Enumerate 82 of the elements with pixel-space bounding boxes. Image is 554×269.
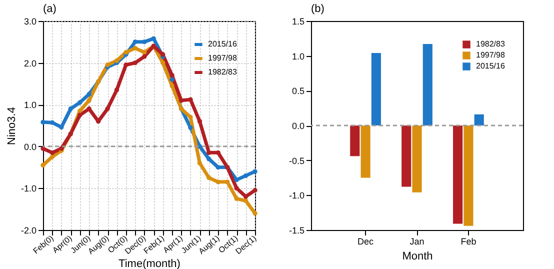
point — [234, 196, 239, 201]
point — [188, 114, 193, 120]
bar — [360, 126, 370, 178]
y-tick-label: 1.5 — [292, 16, 304, 26]
point — [50, 154, 55, 160]
chart-title: (a) — [43, 3, 56, 15]
y-tick-label: -1.0 — [288, 190, 304, 201]
legend-label: 2015/16 — [476, 62, 506, 70]
point — [40, 146, 46, 151]
bar — [350, 126, 360, 156]
point — [78, 108, 82, 114]
legend-label: 1997/98 — [476, 50, 506, 60]
point — [50, 150, 55, 156]
x-tick-label: Dec — [358, 236, 374, 246]
y-tick-label: -1.0 — [20, 184, 36, 194]
point — [234, 178, 239, 182]
x-axis-title: Time(month) — [118, 258, 180, 269]
point — [170, 73, 174, 78]
legend-label: 2015/16 — [208, 40, 238, 48]
point — [170, 83, 174, 88]
point — [206, 156, 212, 162]
point — [68, 106, 73, 112]
y-tick-label: 1.0 — [24, 100, 36, 110]
point — [243, 173, 248, 178]
point — [142, 50, 147, 55]
point — [151, 36, 156, 41]
legend-label: 1982/83 — [208, 68, 238, 76]
y-tick-label: 0.0 — [24, 142, 36, 152]
bar — [453, 126, 463, 224]
point — [216, 164, 220, 170]
point — [225, 180, 230, 184]
point — [252, 188, 258, 193]
point — [206, 175, 212, 180]
point — [216, 180, 220, 184]
point — [252, 169, 258, 174]
point — [105, 106, 110, 112]
point — [78, 112, 82, 118]
point — [252, 210, 258, 216]
point — [197, 160, 202, 166]
bar — [464, 126, 474, 226]
x-axis-title: Month — [402, 250, 433, 262]
point — [40, 120, 46, 124]
y-tick-label: -2.0 — [20, 226, 36, 236]
point — [243, 198, 248, 204]
bar — [402, 126, 412, 187]
point — [243, 194, 248, 199]
point — [188, 125, 193, 130]
y-tick-label: 2.0 — [24, 58, 36, 68]
point — [170, 77, 174, 82]
y-axis-title: Nino3.4 — [6, 107, 18, 145]
y-tick-label: -1.5 — [288, 226, 304, 236]
chart-title: (b) — [311, 3, 324, 15]
point — [142, 54, 147, 59]
x-tick-label: Feb — [460, 236, 476, 246]
y-tick-label: 1.0 — [292, 51, 304, 62]
point — [160, 60, 166, 66]
point — [40, 162, 46, 168]
point — [197, 118, 202, 124]
point — [142, 40, 147, 44]
point — [114, 88, 120, 92]
x-tick-label: Jan — [410, 236, 424, 246]
point — [86, 106, 92, 112]
point — [86, 92, 92, 96]
legend-label: 1997/98 — [208, 54, 238, 62]
bar — [474, 114, 484, 126]
point — [234, 186, 239, 191]
point — [86, 98, 92, 103]
point — [188, 97, 193, 102]
legend-label: 1982/83 — [476, 40, 506, 48]
y-tick-label: -0.5 — [288, 156, 304, 166]
bar — [422, 44, 432, 126]
point — [78, 100, 82, 105]
bar — [412, 126, 422, 192]
y-tick-label: 0.0 — [292, 121, 304, 131]
point — [206, 150, 212, 156]
y-tick-label: 0.5 — [292, 86, 304, 96]
bar — [371, 53, 381, 126]
y-tick-label: 3.0 — [24, 16, 36, 26]
point — [124, 62, 128, 68]
point — [216, 150, 220, 156]
point — [132, 46, 138, 51]
point — [132, 60, 138, 66]
